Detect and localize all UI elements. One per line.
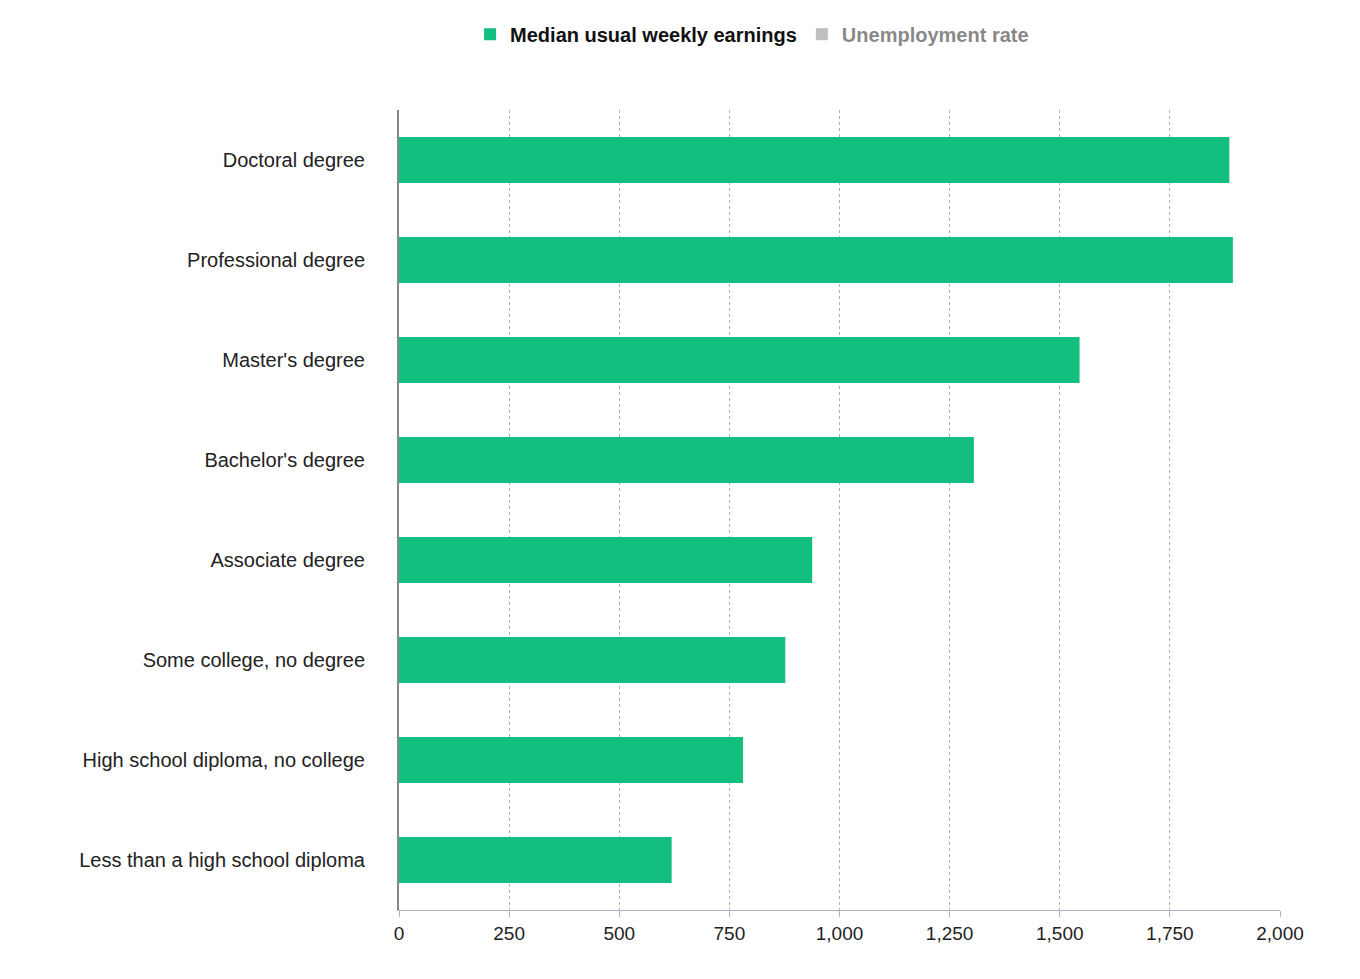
svg-text:High school diploma, no colleg: High school diploma, no college	[83, 749, 365, 771]
svg-text:0: 0	[394, 923, 405, 944]
svg-text:Doctoral degree: Doctoral degree	[223, 149, 365, 171]
svg-text:Less than a high school diplom: Less than a high school diploma	[79, 849, 366, 871]
svg-text:Median usual weekly earnings: Median usual weekly earnings	[510, 24, 797, 46]
svg-text:Bachelor's degree: Bachelor's degree	[204, 449, 365, 471]
svg-text:1,000: 1,000	[816, 923, 864, 944]
svg-text:Associate degree: Associate degree	[210, 549, 365, 571]
svg-text:1,500: 1,500	[1036, 923, 1084, 944]
svg-text:500: 500	[603, 923, 635, 944]
svg-text:Professional degree: Professional degree	[187, 249, 365, 271]
svg-text:1,750: 1,750	[1146, 923, 1194, 944]
svg-text:1,250: 1,250	[926, 923, 974, 944]
svg-text:Master's degree: Master's degree	[222, 349, 365, 371]
svg-text:2,000: 2,000	[1256, 923, 1304, 944]
svg-text:750: 750	[714, 923, 746, 944]
svg-text:Some college, no degree: Some college, no degree	[143, 649, 365, 671]
svg-text:250: 250	[493, 923, 525, 944]
svg-text:Unemployment rate: Unemployment rate	[842, 24, 1029, 46]
